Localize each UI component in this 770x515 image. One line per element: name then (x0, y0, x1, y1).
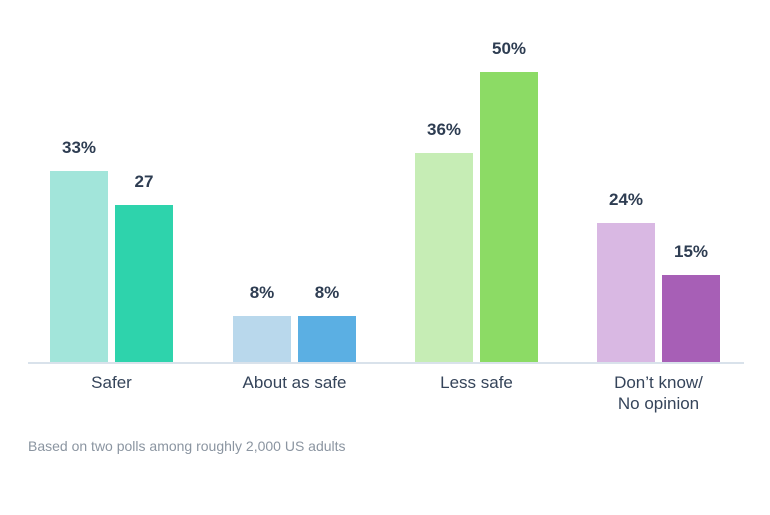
bar-poll-1-category-2 (233, 316, 291, 362)
x-axis-category-label: Less safe (440, 373, 513, 392)
x-axis-category-label: Don’t know/ No opinion (614, 373, 703, 413)
bar-value-label: 15% (673, 242, 709, 261)
bar-value-label: 50% (491, 39, 527, 58)
chart-footnote: Based on two polls among roughly 2,000 U… (28, 438, 346, 454)
bar-value-label: 8% (314, 283, 340, 302)
bar-value-label: 24% (608, 190, 644, 209)
bar-poll-1-category-4 (597, 223, 655, 362)
x-axis-category-label: Safer (91, 373, 132, 392)
bar-poll-2-category-4 (662, 275, 720, 362)
bar-value-label: 36% (426, 120, 462, 139)
bar-poll-1-category-3 (415, 153, 473, 362)
bar-poll-2-category-1 (115, 205, 173, 362)
bar-poll-2-category-2 (298, 316, 356, 362)
bar-value-label: 8% (249, 283, 275, 302)
bar-poll-2-category-3 (480, 72, 538, 362)
x-axis-line (28, 362, 744, 364)
x-axis-category-label: About as safe (242, 373, 347, 392)
bar-poll-1-category-1 (50, 171, 108, 362)
bar-value-label: 33% (61, 138, 97, 157)
bar-value-label: 27 (134, 172, 154, 191)
